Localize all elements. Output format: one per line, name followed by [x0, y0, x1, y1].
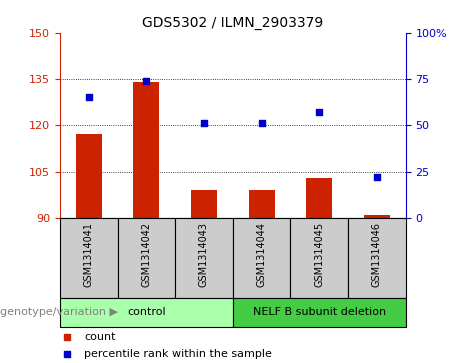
Text: genotype/variation ▶: genotype/variation ▶	[0, 307, 118, 317]
Bar	[348, 218, 406, 298]
Bar	[118, 218, 175, 298]
Text: GSM1314041: GSM1314041	[84, 222, 94, 287]
Text: GSM1314045: GSM1314045	[314, 222, 324, 287]
Bar	[233, 218, 290, 298]
Bar	[290, 218, 348, 298]
Text: count: count	[84, 332, 116, 342]
Point	[63, 351, 71, 357]
Point	[142, 78, 150, 84]
Text: percentile rank within the sample: percentile rank within the sample	[84, 349, 272, 359]
Bar	[364, 215, 390, 218]
Point	[85, 95, 92, 101]
Bar	[191, 190, 217, 218]
Point	[200, 121, 207, 126]
Bar	[233, 298, 406, 327]
Text: GSM1314046: GSM1314046	[372, 222, 382, 287]
Bar	[306, 178, 332, 218]
Text: GSM1314043: GSM1314043	[199, 222, 209, 287]
Text: GSM1314042: GSM1314042	[142, 222, 151, 287]
Bar	[248, 190, 275, 218]
Bar	[175, 218, 233, 298]
Point	[63, 334, 71, 340]
Text: GSM1314044: GSM1314044	[257, 222, 266, 287]
Point	[258, 121, 266, 126]
Bar	[60, 298, 233, 327]
Bar	[133, 82, 160, 218]
Title: GDS5302 / ILMN_2903379: GDS5302 / ILMN_2903379	[142, 16, 324, 30]
Point	[373, 174, 381, 180]
Text: control: control	[127, 307, 165, 317]
Bar	[76, 134, 102, 218]
Text: NELF B subunit deletion: NELF B subunit deletion	[253, 307, 386, 317]
Bar	[60, 218, 118, 298]
Point	[315, 109, 323, 115]
